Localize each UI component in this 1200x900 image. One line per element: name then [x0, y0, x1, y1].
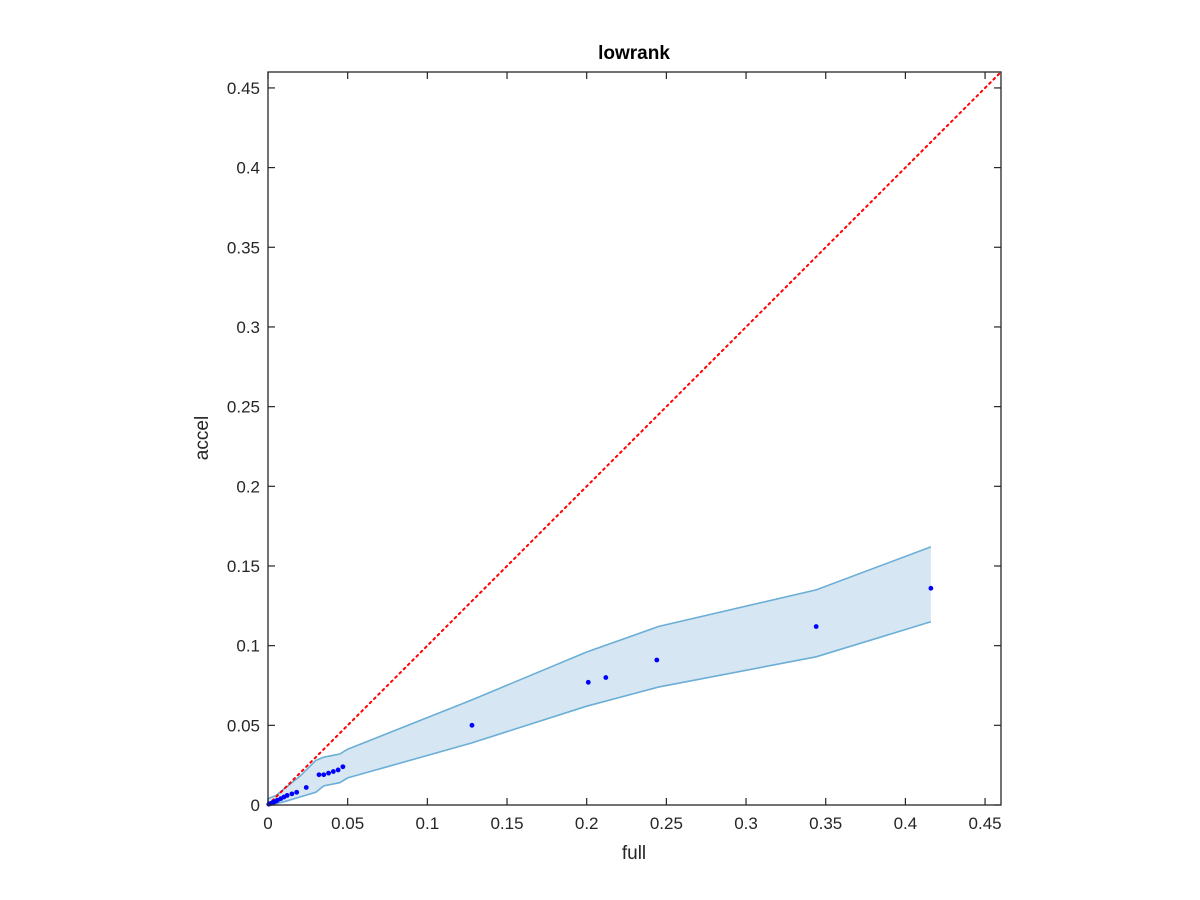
- y-axis-label: accel: [192, 416, 213, 460]
- axes-frame: [267, 71, 1002, 806]
- y-tick-label: 0.35: [227, 238, 260, 257]
- y-tick-label: 0: [251, 796, 260, 815]
- data-point: [284, 793, 290, 798]
- y-tick-label: 0.05: [227, 716, 260, 735]
- y-tick-label: 0.1: [236, 637, 260, 656]
- x-tick-label: 0.25: [650, 814, 683, 833]
- axes-box: [267, 71, 1002, 806]
- data-point: [294, 789, 300, 795]
- x-axis-label: full: [622, 843, 646, 864]
- x-tick-label: 0.4: [894, 814, 918, 833]
- plot-area: [266, 71, 1002, 807]
- y-tick-label: 0.4: [236, 159, 260, 178]
- data-point: [316, 772, 322, 778]
- x-tick-label: 0.15: [490, 814, 523, 833]
- data-point: [928, 585, 934, 591]
- data-point: [654, 657, 660, 663]
- identity-reference-line: [267, 71, 1002, 806]
- y-tick-label: 0.2: [236, 477, 260, 496]
- x-tick-label: 0.1: [416, 814, 440, 833]
- x-tick-label: 0: [263, 814, 272, 833]
- x-tick-label: 0.35: [809, 814, 842, 833]
- y-tick-label: 0.3: [236, 318, 260, 337]
- x-tick-label: 0.3: [734, 814, 758, 833]
- data-point: [321, 772, 327, 778]
- confidence-band-lower: [267, 620, 932, 806]
- confidence-band-fill: [268, 546, 931, 805]
- data-point: [303, 785, 309, 790]
- y-tick-label: 0.15: [227, 557, 260, 576]
- data-point: [335, 767, 341, 773]
- data-point: [469, 722, 475, 728]
- data-point: [289, 791, 295, 797]
- x-tick-label: 0.2: [575, 814, 599, 833]
- data-point: [340, 764, 346, 770]
- reference-line-layer: [267, 71, 1002, 806]
- confidence-band-upper: [267, 546, 932, 800]
- x-tick-label: 0.45: [969, 814, 1002, 833]
- x-tick-labels: 0 0.05 0.1 0.15 0.2 0.25 0.3 0.35 0.4 0.45: [263, 814, 1001, 833]
- tick-marks: [267, 72, 1001, 806]
- data-point: [603, 675, 609, 680]
- chart-title: lowrank: [598, 43, 670, 64]
- y-tick-labels: 0 0.05 0.1 0.15 0.2 0.25 0.3 0.35 0.4 0.45: [227, 79, 260, 815]
- y-tick-label: 0.25: [227, 398, 260, 417]
- data-point: [326, 770, 331, 776]
- y-tick-label: 0.45: [227, 79, 260, 98]
- data-point: [813, 624, 819, 629]
- data-point: [585, 679, 591, 685]
- confidence-band-layer: [267, 546, 932, 806]
- x-tick-label: 0.05: [331, 814, 364, 833]
- data-point: [330, 769, 336, 774]
